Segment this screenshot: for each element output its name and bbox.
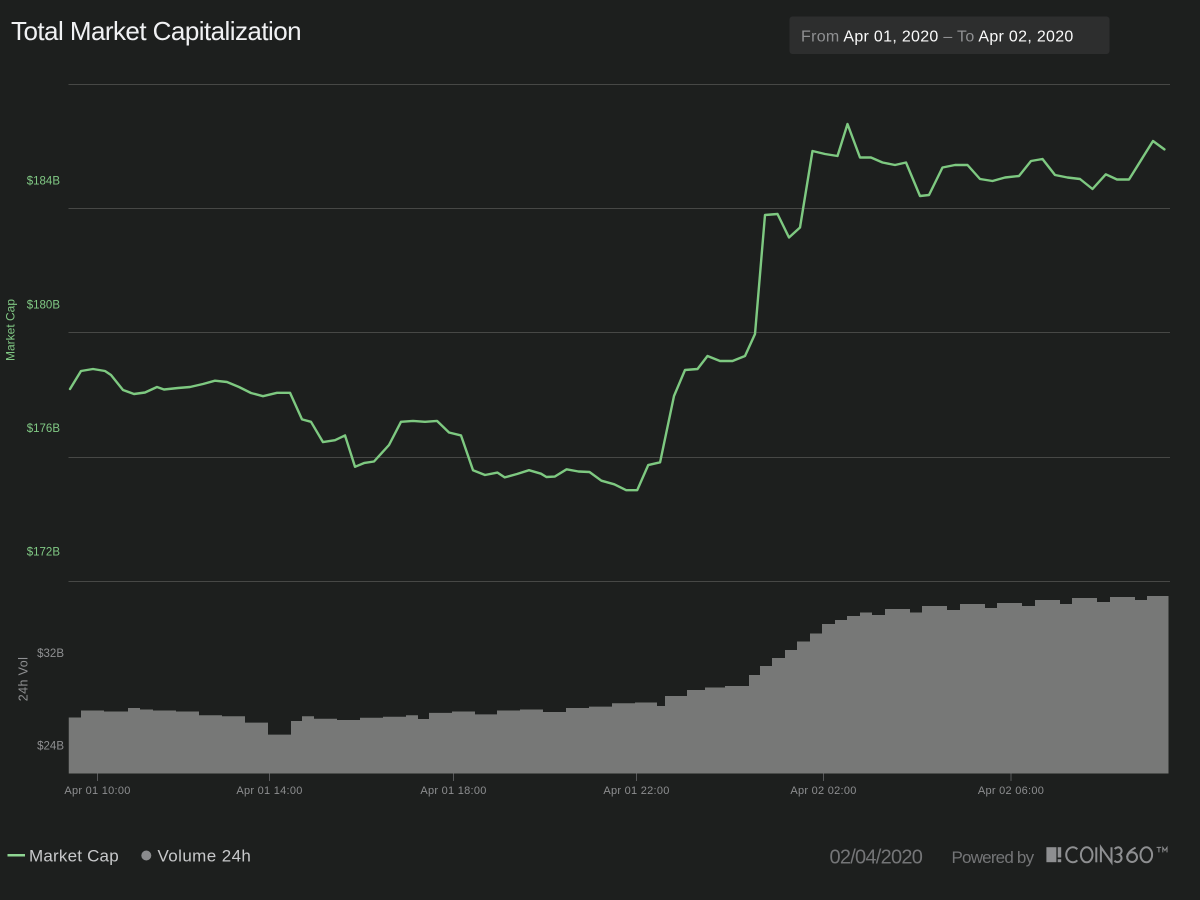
- svg-text:Total Market Capitalization: Total Market Capitalization: [11, 16, 301, 46]
- svg-text:Market Cap: Market Cap: [29, 847, 119, 866]
- svg-text:Powered by: Powered by: [952, 848, 1035, 867]
- svg-text:From Apr 01, 2020 – To Apr 02,: From Apr 01, 2020 – To Apr 02, 2020: [801, 29, 1074, 46]
- svg-text:$24B: $24B: [37, 741, 64, 753]
- svg-text:Volume 24h: Volume 24h: [158, 847, 252, 866]
- svg-text:$180B: $180B: [27, 300, 61, 312]
- svg-text:02/04/2020: 02/04/2020: [830, 847, 923, 869]
- svg-text:$184B: $184B: [27, 176, 61, 188]
- svg-text:Apr 01 18:00: Apr 01 18:00: [420, 785, 486, 797]
- svg-text:Apr 02 06:00: Apr 02 06:00: [978, 785, 1044, 797]
- svg-text:Apr 01 10:00: Apr 01 10:00: [64, 785, 130, 797]
- svg-text:Market Cap: Market Cap: [4, 299, 18, 361]
- svg-text:Apr 01 14:00: Apr 01 14:00: [236, 785, 302, 797]
- svg-text:$172B: $172B: [27, 547, 61, 559]
- svg-text:24h Vol: 24h Vol: [17, 657, 31, 702]
- svg-text:Apr 01 22:00: Apr 01 22:00: [603, 785, 669, 797]
- svg-text:$32B: $32B: [37, 648, 64, 660]
- svg-text:$176B: $176B: [27, 423, 61, 435]
- svg-text:Apr 02 02:00: Apr 02 02:00: [790, 785, 856, 797]
